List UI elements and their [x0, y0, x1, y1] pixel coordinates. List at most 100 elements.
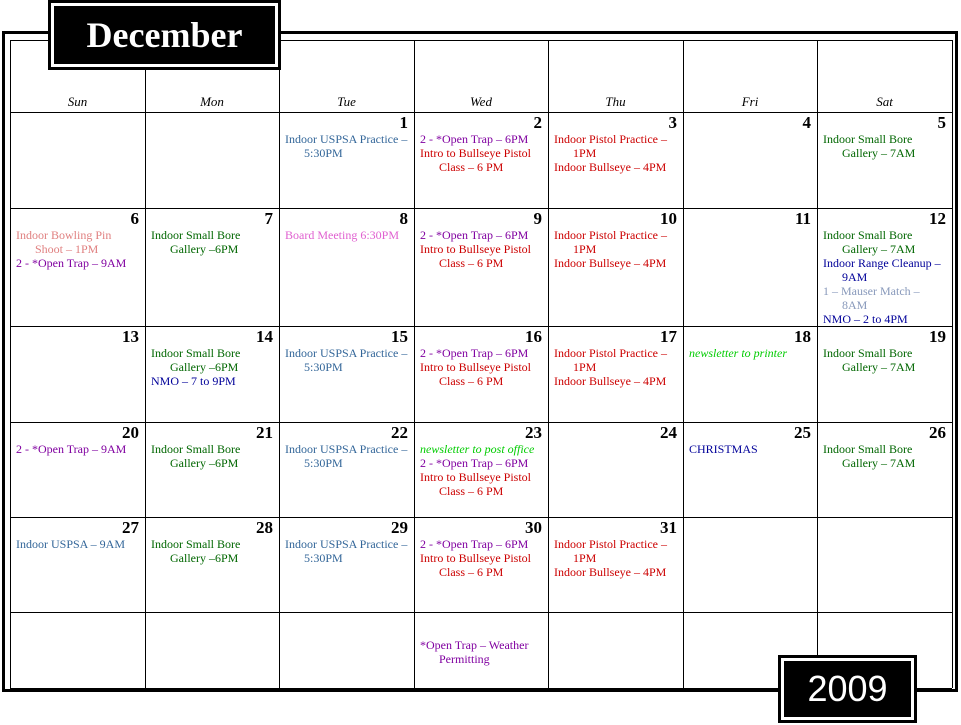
- day-number: 26: [929, 423, 946, 442]
- event: NMO – 7 to 9PM: [151, 374, 236, 388]
- day-cell: 21 Indoor Small Bore Gallery –6PM: [145, 422, 279, 517]
- day-number: 12: [929, 209, 946, 228]
- month-title: December: [48, 0, 281, 70]
- event: Intro to Bullseye Pistol Class – 6 PM: [420, 360, 531, 388]
- day-number: 1: [399, 113, 409, 132]
- event: Indoor Small Bore Gallery – 7AM: [823, 442, 916, 470]
- weekday-label: Mon: [200, 94, 224, 109]
- day-cell: 20 2 - *Open Trap – 9AM: [10, 422, 145, 517]
- day-cell: 15 Indoor USPSA Practice –5:30PM: [279, 326, 414, 422]
- event: 2 - *Open Trap – 6PM: [420, 346, 529, 360]
- day-spacer: [151, 114, 273, 138]
- event: Indoor Pistol Practice – 1PM: [554, 537, 667, 565]
- event: Indoor USPSA – 9AM: [16, 537, 126, 551]
- day-number: 22: [391, 423, 408, 442]
- day-cell: [279, 612, 414, 688]
- day-number: 18: [794, 327, 811, 346]
- day-cell: 9 2 - *Open Trap – 6PM Intro to Bullseye P…: [414, 208, 548, 326]
- event: 2 - *Open Trap – 6PM: [420, 132, 529, 146]
- event: CHRISTMAS: [689, 442, 758, 456]
- day-cell: 11: [683, 208, 817, 326]
- day-cell: 17 Indoor Pistol Practice – 1PM Indoor Bul…: [548, 326, 683, 422]
- event: newsletter to printer: [689, 346, 787, 360]
- event: Intro to Bullseye Pistol Class – 6 PM: [420, 551, 531, 579]
- day-cell: 30 2 - *Open Trap – 6PM Intro to Bullseye …: [414, 517, 548, 612]
- day-cell: 18 newsletter to printer: [683, 326, 817, 422]
- day-number: 31: [660, 518, 677, 537]
- day-cell: 4: [683, 112, 817, 208]
- event: 1 – Mauser Match – 8AM: [823, 284, 920, 312]
- day-cell: 5 Indoor Small Bore Gallery – 7AM: [817, 112, 952, 208]
- day-cell: [683, 517, 817, 612]
- event: 2 - *Open Trap – 9AM: [16, 442, 127, 456]
- day-spacer: [16, 614, 139, 638]
- day-cell: 1 Indoor USPSA Practice –5:30PM: [279, 112, 414, 208]
- event: newsletter to post office: [420, 442, 535, 456]
- day-cell: 29 Indoor USPSA Practice –5:30PM: [279, 517, 414, 612]
- day-number: 17: [660, 327, 677, 346]
- event: Indoor USPSA Practice –5:30PM: [285, 132, 408, 160]
- day-number: 14: [256, 327, 273, 346]
- day-number: 23: [525, 423, 542, 442]
- day-number: 10: [660, 209, 677, 228]
- day-cell: 24: [548, 422, 683, 517]
- event: Indoor Small Bore Gallery – 7AM: [823, 346, 916, 374]
- day-spacer: [554, 614, 677, 638]
- event: Intro to Bullseye Pistol Class – 6 PM: [420, 242, 531, 270]
- event: 2 - *Open Trap – 9AM: [16, 256, 127, 270]
- event: Indoor Small Bore Gallery –6PM: [151, 537, 241, 565]
- day-spacer: [689, 519, 811, 543]
- day-spacer: [689, 614, 811, 638]
- day-number: 28: [256, 518, 273, 537]
- day-cell: 10 Indoor Pistol Practice – 1PM Indoor Bul…: [548, 208, 683, 326]
- day-cell: [817, 517, 952, 612]
- day-cell: *Open Trap – Weather Permitting: [414, 612, 548, 688]
- day-cell: 2 2 - *Open Trap – 6PM Intro to Bullseye P…: [414, 112, 548, 208]
- day-cell: 7 Indoor Small Bore Gallery –6PM: [145, 208, 279, 326]
- day-cell: 25 CHRISTMAS: [683, 422, 817, 517]
- event: Intro to Bullseye Pistol Class – 6 PM: [420, 146, 531, 174]
- day-cell: [10, 612, 145, 688]
- day-cell: [683, 612, 817, 688]
- day-spacer: [420, 614, 542, 638]
- day-number: 4: [802, 113, 812, 132]
- day-cell: 3 Indoor Pistol Practice – 1PM Indoor Bull…: [548, 112, 683, 208]
- day-number: 8: [399, 209, 409, 228]
- event: Indoor Range Cleanup – 9AM: [823, 256, 941, 284]
- day-number: 30: [525, 518, 542, 537]
- event: NMO – 2 to 4PM: [823, 312, 908, 326]
- event: 2 - *Open Trap – 6PM: [420, 537, 529, 551]
- event: Indoor Bullseye – 4PM: [554, 374, 667, 388]
- day-cell: 26 Indoor Small Bore Gallery – 7AM: [817, 422, 952, 517]
- day-cell: 8 Board Meeting 6:30PM: [279, 208, 414, 326]
- event: Indoor Bullseye – 4PM: [554, 565, 667, 579]
- day-number: 21: [256, 423, 273, 442]
- event: Indoor Bowling Pin Shoot – 1PM: [16, 228, 112, 256]
- day-number: 19: [929, 327, 946, 346]
- day-number: 13: [122, 327, 139, 346]
- day-spacer: [823, 519, 946, 543]
- event: Indoor Bullseye – 4PM: [554, 256, 667, 270]
- day-cell: 19 Indoor Small Bore Gallery – 7AM: [817, 326, 952, 422]
- day-number: 24: [660, 423, 677, 442]
- weekday-label: Fri: [741, 94, 759, 109]
- day-number: 9: [533, 209, 543, 228]
- day-cell: [145, 612, 279, 688]
- weekday-label: Thu: [605, 94, 626, 109]
- event: 2 - *Open Trap – 6PM: [420, 228, 529, 242]
- weekday-label: Sun: [67, 94, 88, 109]
- day-spacer: [285, 614, 408, 638]
- day-number: 3: [668, 113, 678, 132]
- event: Board Meeting 6:30PM: [285, 228, 399, 242]
- day-cell: 6 Indoor Bowling Pin Shoot – 1PM 2 - *Open…: [10, 208, 145, 326]
- event: Indoor Small Bore Gallery – 7AM: [823, 228, 916, 256]
- event: Indoor USPSA Practice –5:30PM: [285, 537, 408, 565]
- event: Indoor USPSA Practice –5:30PM: [285, 442, 408, 470]
- event: Indoor Small Bore Gallery –6PM: [151, 228, 241, 256]
- day-spacer: [16, 114, 139, 138]
- day-number: 20: [122, 423, 139, 442]
- event: 2 - *Open Trap – 6PM: [420, 456, 529, 470]
- day-number: 25: [794, 423, 811, 442]
- event: Indoor Pistol Practice – 1PM: [554, 346, 667, 374]
